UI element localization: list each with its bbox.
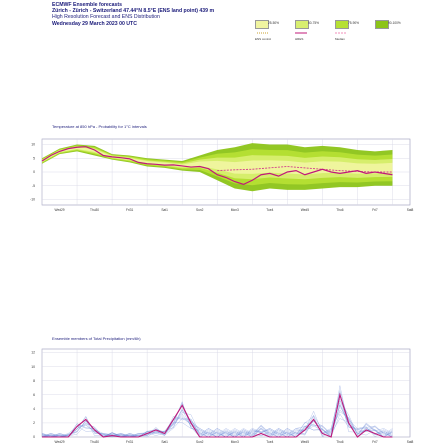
x-tick-label: Wed5 <box>301 208 309 212</box>
temp-x-ticks: Wed29 Thu30 Fri31 Sat1 Sun2 Mon3 Tue4 Wed5 Thu6 F… <box>55 208 414 212</box>
x-tick-label: Sat8 <box>407 208 414 212</box>
x-tick-label: Thu30 <box>90 440 99 444</box>
hres-precip-line <box>42 392 393 438</box>
legend-swatch-3 <box>335 20 349 29</box>
x-tick-label: Fri7 <box>372 440 378 444</box>
temp-panel-title: Temperature at 850 hPa - Probability for… <box>52 124 147 129</box>
legend-swatch-4 <box>375 20 389 29</box>
x-tick-label: Sun2 <box>196 440 204 444</box>
y-tick-label: 0 <box>33 435 35 439</box>
legend-label-1: 25-50% <box>268 21 279 25</box>
y-tick-label: 4 <box>33 407 35 411</box>
plot-frame <box>41 348 411 438</box>
legend-swatch-1 <box>255 20 269 29</box>
x-tick-label: Thu6 <box>336 440 343 444</box>
x-tick-label: Wed29 <box>55 440 65 444</box>
median-line <box>217 166 393 173</box>
precip-y-ticks: 12 10 8 6 4 2 0 <box>31 351 35 439</box>
y-tick-label: 8 <box>33 379 35 383</box>
y-tick-label: 5 <box>33 156 35 160</box>
ensemble-member-line <box>41 401 393 438</box>
y-tick-label: -10 <box>30 198 35 202</box>
header-line-4: Wednesday 29 March 2023 00 UTC <box>52 21 137 27</box>
x-tick-label: Fri7 <box>372 208 378 212</box>
y-tick-label: 10 <box>31 143 35 147</box>
x-tick-label: Sat8 <box>407 440 414 444</box>
x-tick-label: Wed5 <box>301 440 309 444</box>
x-tick-label: Fri31 <box>126 440 133 444</box>
legend-label-3: 75-90% <box>348 21 359 25</box>
precip-x-ticks: Wed29 Thu30 Fri31 Sat1 Sun2 Mon3 Tue4 Wed5 Thu6 F… <box>55 440 414 444</box>
legend-label-4: 90-100% <box>388 21 401 25</box>
legend-line-label-2: HRES <box>295 37 304 41</box>
legend-lines <box>257 32 347 34</box>
legend-label-2: 50-75% <box>308 21 319 25</box>
x-tick-label: Tue4 <box>266 440 273 444</box>
y-tick-label: -5 <box>32 184 35 188</box>
temp-y-ticks: 10 5 0 -5 -10 <box>30 143 35 202</box>
y-tick-label: 6 <box>33 393 35 397</box>
x-tick-label: Sun2 <box>196 208 204 212</box>
header-line-2: Zürich - Zürich - Switzerland 47.44°N 8.… <box>52 8 215 14</box>
precipitation-chart: 12 10 8 6 4 2 0 Wed29 Thu30 Fri31 Sat1 Sun2 Mon3 Tue… <box>31 348 414 444</box>
y-tick-label: 0 <box>33 170 35 174</box>
legend-line-label-1: ENS control <box>255 37 272 41</box>
x-tick-label: Thu6 <box>336 208 343 212</box>
x-tick-label: Tue4 <box>266 208 273 212</box>
header-line-3: High Resolution Forecast and ENS Distrib… <box>52 14 160 20</box>
header-line-1: ECMWF Ensemble forecasts <box>52 2 123 8</box>
precip-panel-title: Ensemble members of Total Precipitation … <box>52 336 141 341</box>
x-tick-label: Sat1 <box>161 440 168 444</box>
x-tick-label: Thu30 <box>90 208 99 212</box>
hres-line <box>41 146 393 186</box>
legend: 25-50% 50-75% 75-90% 90-100% ENS control… <box>255 20 435 42</box>
y-tick-label: 12 <box>31 351 35 355</box>
x-tick-label: Wed29 <box>55 208 65 212</box>
x-tick-label: Fri31 <box>126 208 133 212</box>
temperature-chart: 10 5 0 -5 -10 Wed29 Thu30 Fri31 Sat1 Sun2 Mon3 Tue… <box>30 138 414 212</box>
legend-swatch-2 <box>295 20 309 29</box>
temp-lines <box>41 146 393 186</box>
x-tick-label: Mon3 <box>231 208 239 212</box>
y-tick-label: 10 <box>31 365 35 369</box>
y-tick-label: 2 <box>33 421 35 425</box>
precip-grid <box>41 348 411 438</box>
legend-line-label-3: Median <box>335 37 345 41</box>
x-tick-label: Sat1 <box>161 208 168 212</box>
x-tick-label: Mon3 <box>231 440 239 444</box>
precip-lines <box>42 392 393 438</box>
